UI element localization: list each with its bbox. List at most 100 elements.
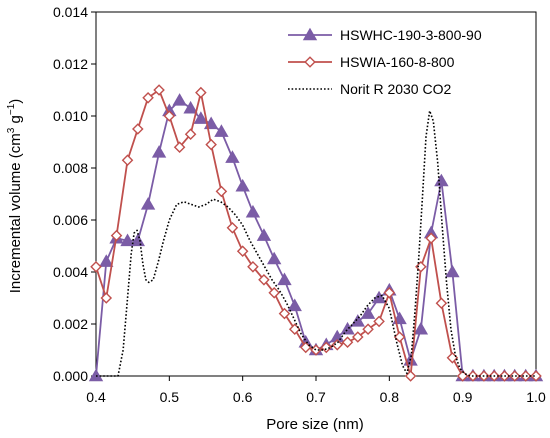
x-tick-label: 0.8: [380, 389, 400, 405]
data-point: [90, 261, 102, 273]
data-point: [434, 173, 449, 187]
y-axis-title-sup2: −1: [6, 103, 17, 115]
data-point: [172, 93, 187, 106]
series-line: [96, 110, 536, 377]
data-point: [277, 272, 292, 286]
data-point: [184, 128, 197, 140]
data-point: [320, 341, 333, 354]
data-point: [214, 124, 229, 137]
data-point: [331, 339, 344, 351]
x-axis-title: Pore size (nm): [266, 416, 364, 433]
data-point: [151, 145, 167, 158]
data-point: [120, 233, 135, 247]
y-tick-label: 0.008: [53, 160, 88, 176]
data-point: [256, 228, 272, 241]
data-point: [352, 331, 364, 343]
data-point: [425, 232, 437, 244]
data-point: [132, 123, 144, 135]
series-2: [90, 84, 542, 382]
data-point: [88, 368, 104, 382]
data-point: [245, 204, 261, 218]
series-1: [88, 93, 544, 382]
legend-swatch-marker: [304, 56, 316, 68]
data-point: [236, 245, 249, 257]
data-point: [226, 222, 239, 234]
x-axis: 0.4 0.5 0.6 0.7 0.8 0.9 1.0: [86, 376, 546, 405]
data-point: [446, 352, 459, 364]
data-point: [173, 141, 186, 153]
data-point: [258, 274, 270, 286]
data-point: [100, 292, 113, 304]
data-point: [193, 111, 209, 124]
series-line: [95, 99, 536, 377]
data-point: [247, 261, 259, 273]
x-tick-label: 0.4: [86, 389, 106, 405]
x-tick-label: 0.7: [306, 389, 326, 405]
legend-label: Norit R 2030 CO2: [340, 81, 451, 97]
y-tick-label: 0.000: [53, 368, 88, 384]
legend-label: HSWIA-160-8-800: [340, 54, 455, 70]
y-tick-label: 0.010: [53, 108, 88, 124]
data-point: [268, 287, 280, 299]
data-point: [140, 197, 156, 210]
y-axis-title-end: ): [7, 99, 24, 104]
y-axis: 0.000 0.002 0.004 0.006 0.008 0.010 0.012 0.014: [53, 4, 96, 384]
y-tick-label: 0.004: [53, 264, 88, 280]
y-axis-title: Incremental volume (cm3 g−1): [6, 99, 24, 294]
series-layer: [88, 84, 544, 382]
data-point: [121, 154, 134, 166]
data-point: [163, 110, 176, 122]
legend-label: HSWHC-190-3-800-90: [340, 27, 482, 43]
data-point: [195, 86, 207, 99]
data-point: [362, 323, 374, 335]
y-tick-label: 0.006: [53, 212, 88, 228]
y-axis-title-main: Incremental volume (cm: [7, 133, 24, 293]
data-point: [340, 321, 355, 335]
data-point: [404, 370, 417, 382]
data-point: [508, 370, 521, 382]
data-point: [288, 323, 301, 335]
legend-swatch-marker: [302, 27, 318, 41]
y-tick-label: 0.012: [53, 56, 88, 72]
x-tick-label: 0.5: [160, 389, 180, 405]
y-axis-title-mid: g: [7, 115, 24, 128]
data-point: [205, 138, 217, 151]
data-point: [445, 264, 460, 278]
data-point: [183, 100, 198, 114]
data-point: [530, 370, 542, 382]
data-point: [99, 254, 114, 267]
y-axis-title-sup1: 3: [6, 127, 17, 133]
data-point: [278, 307, 291, 320]
data-point: [383, 287, 396, 299]
series-3: [96, 110, 536, 377]
data-point: [225, 150, 240, 163]
data-point: [110, 229, 123, 242]
plot-frame: [95, 11, 537, 377]
data-point: [142, 92, 154, 104]
data-point: [413, 321, 429, 335]
data-point: [393, 331, 406, 343]
data-point: [341, 336, 354, 348]
data-point: [267, 251, 282, 265]
data-point: [350, 314, 365, 327]
plot-border: [95, 11, 537, 377]
x-tick-label: 1.0: [526, 389, 546, 405]
data-point: [415, 261, 427, 273]
y-tick-label: 0.002: [53, 316, 88, 332]
data-point: [235, 178, 250, 192]
data-point: [153, 84, 165, 96]
data-point: [130, 233, 145, 247]
x-tick-label: 0.9: [453, 389, 473, 405]
data-point: [435, 297, 448, 309]
data-point: [519, 370, 532, 382]
data-point: [215, 185, 228, 198]
x-tick-label: 0.6: [233, 389, 253, 405]
y-tick-label: 0.014: [53, 4, 88, 20]
data-point: [287, 298, 302, 312]
data-point: [373, 315, 385, 328]
data-point: [310, 344, 322, 356]
data-point: [360, 306, 376, 319]
legend: HSWHC-190-3-800-90 HSWIA-160-8-800 Norit R…: [288, 27, 482, 97]
series-line: [95, 89, 536, 377]
